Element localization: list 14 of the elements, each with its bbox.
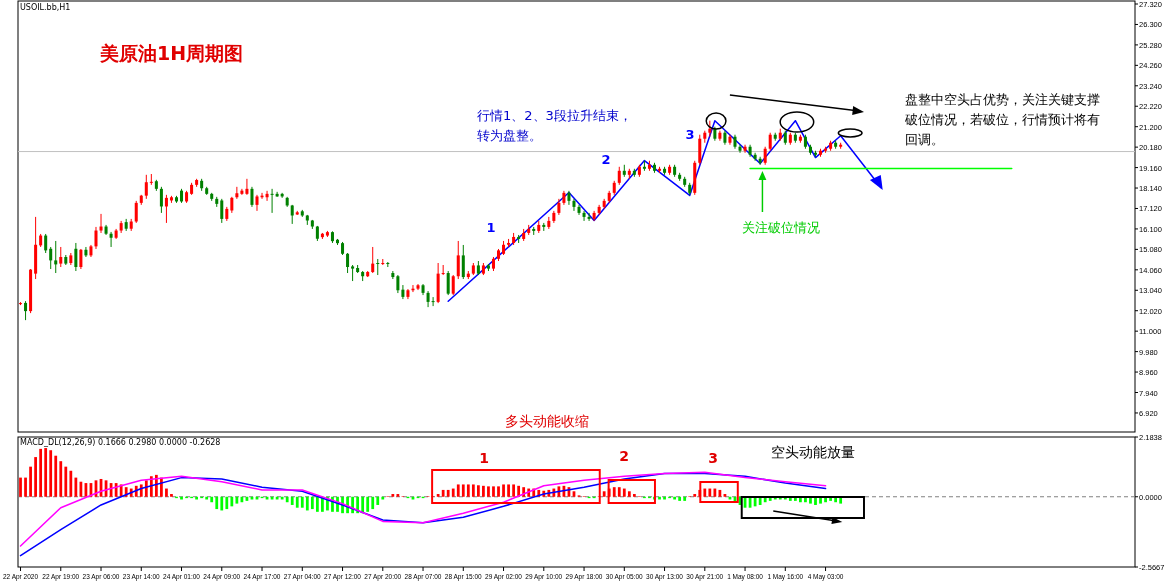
annotation: 2 xyxy=(619,448,629,464)
annotation: 3 xyxy=(708,450,718,466)
annotation: 多头动能收缩 xyxy=(505,413,589,429)
annotation: 1 xyxy=(486,220,496,235)
annotation: 3 xyxy=(685,127,695,142)
annotation: 盘整中空头占优势，关注关键支撑破位情况，若破位，行情预计将有回调。 xyxy=(904,92,1100,147)
annotation: MACD_DL(12,26,9) 0.1666 0.2980 0.0000 -0.2628 xyxy=(20,438,221,447)
annotation: 行情1、2、3段拉升结束，转为盘整。 xyxy=(477,108,632,143)
annotation: USOIL.bb,H1 xyxy=(20,3,71,12)
annotation: 1 xyxy=(479,450,489,466)
annotation: 2 xyxy=(601,152,611,167)
annotation: 空头动能放量 xyxy=(771,444,855,460)
annotation: 关注破位情况 xyxy=(742,220,820,235)
text: 美原油1H周期图 xyxy=(99,42,244,64)
